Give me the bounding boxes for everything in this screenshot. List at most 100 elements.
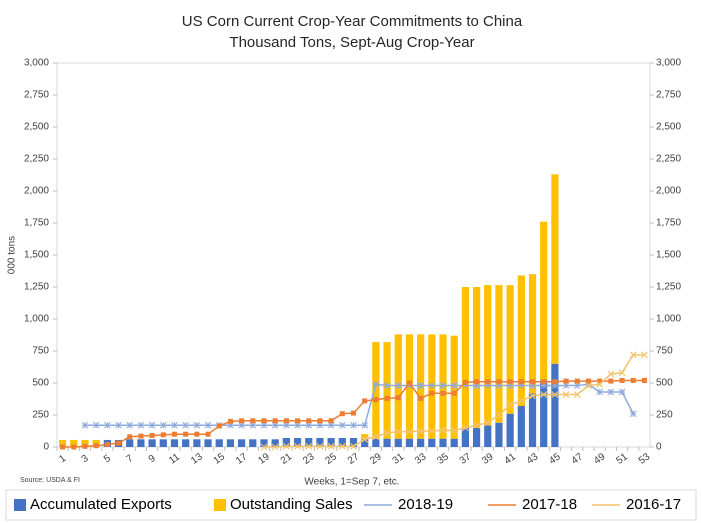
bar-segment [349, 438, 358, 447]
bar-segment [472, 427, 481, 447]
y-tick-label: 750 [32, 346, 49, 357]
point-marker [641, 377, 647, 383]
point-marker [138, 433, 144, 439]
point-marker [271, 443, 279, 451]
x-tick-label: 25 [323, 451, 339, 467]
point-marker [450, 382, 458, 389]
bar-segment [361, 434, 369, 440]
point-marker [450, 426, 458, 434]
bar-segment [81, 439, 89, 447]
legend-label: 2016-17 [626, 496, 681, 513]
point-marker [541, 379, 547, 385]
point-marker [529, 392, 536, 400]
legend-label: 2017-18 [522, 496, 577, 513]
point-marker [585, 378, 591, 384]
point-marker [507, 379, 513, 385]
bar-segment [372, 438, 380, 447]
x-tick-label: 41 [503, 451, 519, 467]
y-tick-label: 500 [32, 378, 49, 389]
bar-segment [528, 274, 537, 394]
point-marker [104, 441, 110, 447]
y2-tick-label: 1,250 [656, 282, 681, 293]
bar-segment [551, 174, 559, 364]
point-marker [171, 421, 178, 429]
point-marker [429, 390, 435, 396]
point-marker [350, 442, 357, 450]
point-marker [506, 382, 514, 389]
point-marker [148, 421, 156, 429]
point-marker [629, 351, 637, 359]
legend-label: 2018-19 [398, 496, 453, 513]
point-marker [328, 418, 334, 424]
point-marker [339, 411, 345, 417]
point-marker [283, 418, 289, 424]
point-marker [183, 431, 189, 437]
point-marker [506, 401, 514, 409]
bar-segment [170, 439, 179, 447]
point-marker [484, 419, 492, 427]
point-marker [338, 421, 346, 429]
point-marker [462, 379, 468, 385]
point-marker [316, 442, 324, 450]
point-marker [305, 442, 313, 450]
plot-frame [56, 62, 651, 448]
bar-segment [126, 439, 134, 447]
point-marker [394, 428, 402, 436]
y2-tick-label: 2,750 [656, 90, 681, 101]
point-marker [384, 395, 390, 401]
point-marker [249, 421, 257, 429]
point-marker [383, 429, 391, 437]
bar-segment [450, 438, 458, 447]
bar-segment [484, 425, 492, 447]
y-tick-label: 2,250 [24, 154, 49, 165]
point-marker [260, 421, 268, 429]
point-marker [640, 351, 648, 359]
point-marker [607, 370, 615, 378]
x-tick-label: 53 [637, 451, 653, 467]
point-marker [250, 418, 256, 424]
bar-segment [506, 285, 514, 414]
point-marker [306, 418, 312, 424]
x-tick-label: 43 [525, 451, 541, 467]
bar-segment [472, 287, 481, 428]
point-marker [116, 440, 122, 446]
bar-segment [327, 438, 335, 447]
point-marker [327, 442, 335, 450]
point-marker [149, 432, 155, 438]
bar-segment [293, 438, 302, 447]
bar-segment [439, 438, 447, 447]
bar-segment [282, 438, 290, 447]
point-marker [496, 379, 502, 385]
x-tick-label: 9 [147, 453, 158, 465]
bar-segment [394, 438, 402, 447]
point-marker [372, 433, 380, 441]
bar-segment [461, 287, 469, 428]
point-marker [272, 418, 278, 424]
point-marker [474, 379, 480, 385]
bar-segment [495, 422, 503, 447]
point-marker [71, 444, 77, 450]
bar-segment [484, 285, 492, 426]
point-marker [573, 382, 581, 389]
y2-tick-label: 3,000 [656, 58, 681, 69]
x-axis-label: Weeks, 1=Sep 7, etc. [304, 477, 399, 488]
point-marker [294, 442, 301, 450]
point-marker [92, 421, 100, 429]
point-marker [573, 391, 581, 398]
point-marker [406, 380, 412, 386]
point-marker [159, 421, 167, 429]
bar-segment [428, 438, 436, 447]
legend-swatch [214, 499, 226, 511]
point-marker [316, 421, 324, 429]
point-marker [439, 426, 447, 434]
point-marker [351, 410, 356, 416]
point-marker [373, 397, 379, 403]
bar-segment [137, 439, 145, 447]
point-marker [283, 421, 290, 429]
point-marker [261, 418, 267, 424]
legend-box [5, 489, 697, 521]
point-marker [540, 391, 548, 398]
point-marker [517, 397, 525, 405]
point-marker [418, 395, 424, 401]
y2-tick-label: 2,250 [656, 154, 681, 165]
